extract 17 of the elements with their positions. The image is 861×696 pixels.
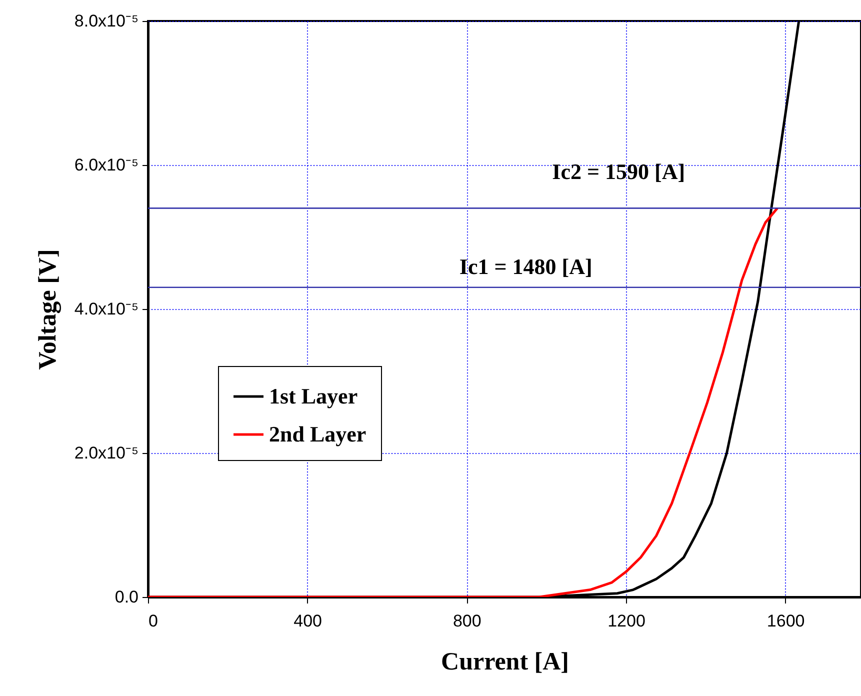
x-tick-label: 1200 — [608, 612, 646, 630]
legend-label: 1st Layer — [269, 384, 358, 408]
x-tick-label: 1600 — [766, 612, 805, 630]
line-series — [148, 206, 779, 597]
annotation: Ic2 = 1590 [A] — [552, 158, 686, 184]
y-tick-label: 2.0x10⁻⁵ — [74, 444, 138, 462]
y-tick-label: 4.0x10⁻⁵ — [74, 300, 138, 318]
y-tick-label: 6.0x10⁻⁵ — [74, 156, 138, 174]
legend-label: 2nd Layer — [269, 422, 366, 446]
annotation: Ic1 = 1480 [A] — [459, 254, 592, 279]
y-axis-title: Voltage [V] — [34, 249, 62, 370]
x-tick-label: 0 — [148, 612, 158, 630]
y-tick-label: 8.0x10⁻⁵ — [74, 12, 138, 30]
x-axis-title: Current [A] — [441, 648, 569, 676]
y-tick-label: 0.0 — [114, 588, 138, 606]
x-tick-label: 400 — [294, 612, 322, 630]
x-tick-label: 800 — [452, 612, 482, 630]
